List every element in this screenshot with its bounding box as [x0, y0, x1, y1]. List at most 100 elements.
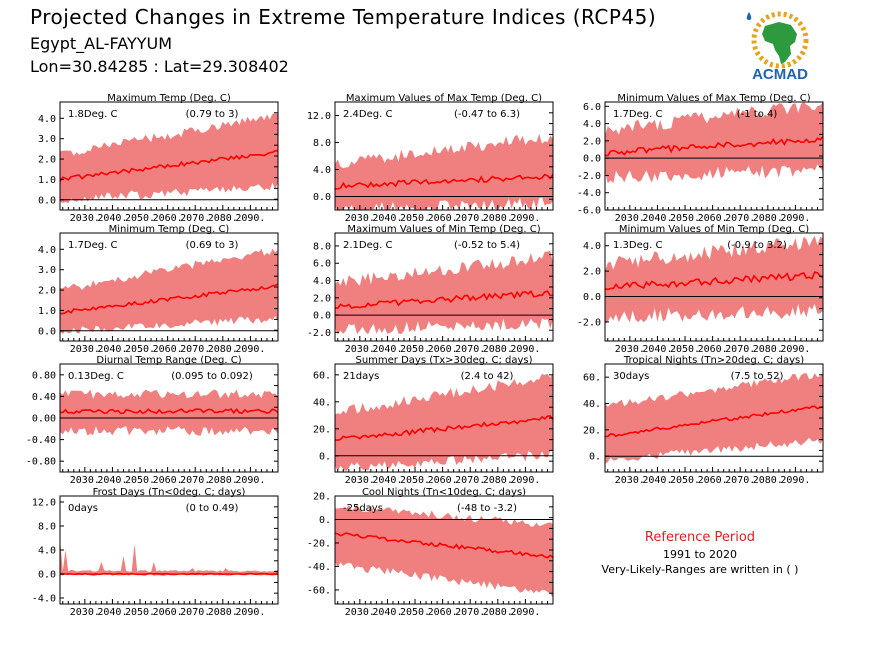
y-tick-label: 0. — [319, 451, 331, 462]
y-tick-label: 20. — [583, 425, 601, 436]
x-tick-label: 2070. — [455, 607, 485, 618]
x-tick-label: 2050. — [400, 344, 430, 355]
y-tick-label: 8.0 — [313, 138, 331, 149]
y-tick-label: 12.0 — [32, 498, 56, 509]
y-tick-label: -2.0 — [577, 171, 601, 182]
ensemble-mean-line — [59, 407, 279, 415]
y-tick-label: 12.0 — [307, 111, 331, 122]
x-tick-label: 2050. — [125, 344, 155, 355]
y-tick-label: 0.0 — [313, 192, 331, 203]
very-likely-range: (7.5 to 52) — [731, 371, 784, 382]
x-tick-label: 2070. — [455, 344, 485, 355]
panel-cool-nights: Cool Nights (Tn<10deg. C; days) -60. -40. -… — [285, 486, 555, 618]
x-tick-label: 2090. — [780, 213, 810, 224]
x-tick-label: 2040. — [642, 213, 672, 224]
x-tick-label: 2050. — [670, 213, 700, 224]
y-tick-label: -60. — [307, 585, 331, 596]
y-tick-label: 0.0 — [38, 570, 56, 581]
change-value: 21days — [343, 371, 379, 382]
x-tick-label: 2070. — [180, 344, 210, 355]
x-tick-label: 2040. — [372, 213, 402, 224]
panel-minimum-temp: Minimum Temp (Deg. C) 0.0 1.0 2.0 3.0 4.0 2030… — [10, 223, 280, 355]
very-likely-range: (-0.52 to 5.4) — [454, 240, 520, 251]
chart-su: Summer Days (Tx>30deg. C; days) 0. 20. 40. 6… — [313, 355, 554, 486]
chart-title: Frost Days (Tn<0deg. C; days) — [93, 487, 246, 498]
y-tick-label: 40. — [313, 397, 331, 408]
y-tick-label: 60. — [313, 370, 331, 381]
panel-frost-days: Frost Days (Tn<0deg. C; days) -4.0 0.0 4.0 8… — [10, 486, 280, 618]
x-tick-label: 2090. — [510, 213, 540, 224]
y-tick-label: 0.80 — [32, 370, 56, 381]
y-tick-label: 0. — [589, 452, 601, 463]
very-likely-range: (0 to 0.49) — [186, 503, 239, 514]
panel-min-values-min-temp: Minimum Values of Min Temp (Deg. C) -2.0 0… — [555, 223, 825, 355]
very-likely-range: (-0.9 to 3.2) — [727, 240, 787, 251]
x-tick-label: 2080. — [208, 344, 238, 355]
x-tick-label: 2080. — [208, 475, 238, 486]
panel-max-values-min-temp: Maximum Values of Min Temp (Deg. C) -2.0 0… — [285, 223, 555, 355]
y-tick-label: 0.0 — [38, 326, 56, 337]
y-tick-label: 6.0 — [313, 259, 331, 270]
chart-title: Tropical Nights (Tn>20deg. C; days) — [623, 355, 804, 366]
y-tick-label: 4.0 — [583, 119, 601, 130]
chart-title: Maximum Values of Min Temp (Deg. C) — [347, 224, 540, 235]
chart-txn: Minimum Values of Max Temp (Deg. C) -6.0 -… — [577, 93, 824, 224]
change-value: 2.1Deg. C — [343, 240, 392, 251]
location-label: Egypt_AL-FAYYUM — [30, 34, 173, 53]
chart-txx: Maximum Values of Max Temp (Deg. C) 0.0 4.… — [307, 93, 554, 224]
y-tick-label: -4.0 — [577, 188, 601, 199]
x-tick-label: 2080. — [483, 213, 513, 224]
very-likely-range: (-48 to -3.2) — [457, 503, 517, 514]
very-likely-range: (2.4 to 42) — [461, 371, 514, 382]
panel-maximum-temp: Maximum Temp (Deg. C) 0.0 1.0 2.0 3.0 4.0 2030… — [10, 92, 280, 224]
panel-min-values-max-temp: Minimum Values of Max Temp (Deg. C) -6.0 -… — [555, 92, 825, 224]
very-likely-range: (0.095 to 0.092) — [171, 371, 253, 382]
change-value: 1.7Deg. C — [613, 109, 662, 120]
x-tick-label: 2080. — [208, 213, 238, 224]
y-tick-label: 0. — [319, 515, 331, 526]
x-tick-label: 2050. — [125, 607, 155, 618]
chart-tn10: Cool Nights (Tn<10deg. C; days) -60. -40. -… — [307, 487, 554, 618]
chart-title: Minimum Temp (Deg. C) — [109, 224, 230, 235]
x-tick-label: 2090. — [780, 475, 810, 486]
panel-tropical-nights: Tropical Nights (Tn>20deg. C; days) 0. 20.… — [555, 354, 825, 486]
y-tick-label: 4.0 — [583, 241, 601, 252]
x-tick-label: 2050. — [125, 213, 155, 224]
change-value: 0days — [68, 503, 98, 514]
y-tick-label: 3.0 — [38, 134, 56, 145]
y-tick-label: 4.0 — [313, 165, 331, 176]
x-tick-label: 2080. — [753, 475, 783, 486]
x-tick-label: 2090. — [510, 475, 540, 486]
y-tick-label: -4.0 — [32, 594, 56, 605]
ensemble-mean-line — [60, 283, 279, 315]
x-tick-label: 2030. — [345, 213, 375, 224]
x-tick-label: 2070. — [455, 475, 485, 486]
x-tick-label: 2090. — [780, 344, 810, 355]
coordinates-label: Lon=30.84285 : Lat=29.308402 — [30, 57, 289, 76]
x-tick-label: 2030. — [615, 475, 645, 486]
x-tick-label: 2030. — [345, 607, 375, 618]
y-tick-label: -0.80 — [26, 457, 56, 468]
ensemble-mean-line — [604, 136, 824, 157]
x-tick-label: 2090. — [235, 475, 265, 486]
y-tick-label: 3.0 — [38, 265, 56, 276]
chart-fd: Frost Days (Tn<0deg. C; days) -4.0 0.0 4.0 8… — [32, 487, 279, 618]
chart-tnmean: Minimum Temp (Deg. C) 0.0 1.0 2.0 3.0 4.0 2030… — [38, 224, 279, 355]
ensemble-mean-line — [334, 415, 554, 442]
panel-summer-days: Summer Days (Tx>30deg. C; days) 0. 20. 40. 6… — [285, 354, 555, 486]
x-tick-label: 2030. — [345, 475, 375, 486]
x-tick-label: 2040. — [97, 607, 127, 618]
x-tick-label: 2070. — [455, 213, 485, 224]
y-tick-label: 20. — [313, 424, 331, 435]
likely-range-band — [60, 389, 278, 436]
x-tick-label: 2080. — [753, 213, 783, 224]
logo-text: ACMAD — [752, 66, 808, 83]
x-tick-label: 2060. — [153, 213, 183, 224]
y-tick-label: 4.0 — [38, 546, 56, 557]
africa-map-sun-logo-icon: ACMAD — [746, 11, 809, 83]
x-tick-label: 2060. — [153, 475, 183, 486]
x-tick-label: 2030. — [70, 475, 100, 486]
x-tick-label: 2050. — [670, 344, 700, 355]
x-tick-label: 2080. — [753, 344, 783, 355]
change-value: -25days — [343, 503, 383, 514]
